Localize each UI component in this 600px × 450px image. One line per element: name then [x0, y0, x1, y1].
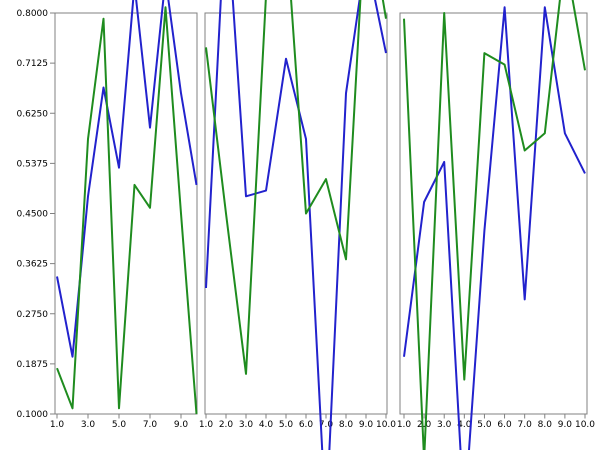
x-axis-tick-label: 8.0	[538, 420, 553, 430]
panel-2-blue-series-line	[205, 0, 387, 450]
x-axis-tick-label: 2.0	[417, 420, 432, 430]
x-axis-tick-label: 3.0	[437, 420, 452, 430]
x-axis-tick-label: 3.0	[239, 420, 254, 430]
panel-3-green-series-line	[403, 0, 586, 450]
x-axis-tick-label: 7.0	[319, 420, 334, 430]
x-axis-tick-label: 5.0	[112, 420, 127, 430]
panel-3-border	[399, 12, 588, 415]
x-axis-tick-label: 7.0	[518, 420, 533, 430]
x-axis-tick-label: 9.0	[174, 420, 189, 430]
y-axis-tick-label: 0.2750	[17, 310, 49, 320]
y-axis-tick-label: 0.5375	[17, 159, 49, 169]
x-axis-tick-label: 9.0	[359, 420, 374, 430]
x-axis-tick-label: 6.0	[299, 420, 314, 430]
y-axis-tick-label: 0.4500	[17, 210, 49, 220]
y-axis-tick-label: 0.3625	[17, 260, 49, 270]
x-axis-tick-label: 5.0	[477, 420, 492, 430]
x-axis-tick-label: 6.0	[497, 420, 512, 430]
x-axis-tick-label: 1.0	[397, 420, 412, 430]
x-axis-tick-label: 3.0	[81, 420, 96, 430]
x-axis-tick-label: 1.0	[199, 420, 214, 430]
y-axis-tick-label: 0.1000	[17, 410, 49, 420]
panel-3-blue-series-line	[403, 6, 586, 450]
panel-2-border	[204, 12, 388, 415]
y-axis-tick-label: 0.1875	[17, 360, 49, 370]
x-axis-tick-label: 8.0	[339, 420, 354, 430]
x-axis-tick-label: 9.0	[558, 420, 573, 430]
x-axis-tick-label: 10.0	[575, 420, 595, 430]
x-axis-tick-label: 2.0	[219, 420, 234, 430]
panel-2-green-series-line	[205, 0, 387, 375]
x-axis-tick-label: 1.0	[50, 420, 65, 430]
x-axis-tick-label: 4.0	[457, 420, 472, 430]
panel-1-green-series-line	[56, 6, 198, 415]
x-axis-tick-label: 4.0	[259, 420, 274, 430]
x-axis-tick-label: 5.0	[279, 420, 294, 430]
y-axis-tick-label: 0.8000	[17, 9, 49, 19]
x-axis-tick-label: 7.0	[143, 420, 158, 430]
y-axis-tick-label: 0.6250	[17, 109, 49, 119]
y-axis-tick-label: 0.7125	[17, 59, 49, 69]
x-axis-tick-label: 10.0	[376, 420, 396, 430]
